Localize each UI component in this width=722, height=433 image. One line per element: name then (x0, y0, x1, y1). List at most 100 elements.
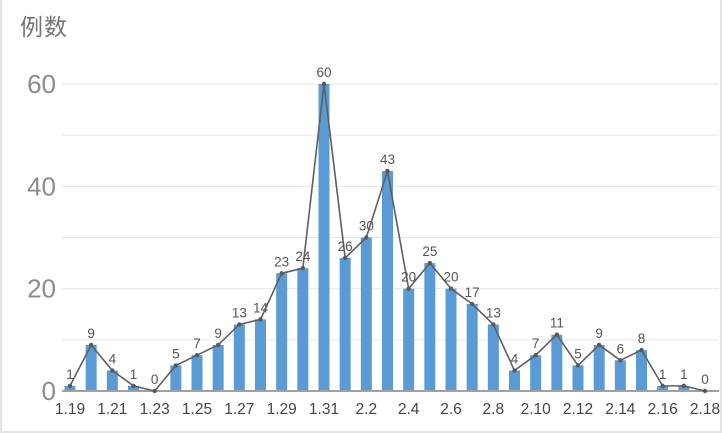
bar (106, 370, 118, 391)
bar (297, 268, 309, 391)
data-point-marker (258, 317, 263, 322)
data-label: 13 (232, 305, 247, 320)
x-axis-tick-label: 2.16 (648, 401, 678, 418)
data-label: 9 (595, 326, 603, 341)
x-axis-tick-label: 2.4 (398, 401, 420, 418)
data-point-marker (639, 347, 644, 353)
data-point-marker (618, 358, 623, 363)
data-label: 25 (422, 244, 437, 259)
bar (233, 324, 245, 391)
bar (551, 334, 563, 391)
data-label: 43 (380, 152, 395, 167)
bar (170, 365, 182, 391)
x-axis-tick-label: 2.8 (483, 401, 505, 418)
bar (636, 350, 647, 391)
bar (530, 355, 542, 391)
bar (318, 84, 330, 391)
data-label: 4 (511, 352, 519, 367)
data-label: 9 (87, 326, 95, 341)
x-axis-tick-label: 2.12 (563, 401, 593, 418)
data-point-marker (131, 383, 136, 389)
data-label: 1 (66, 367, 74, 382)
x-axis-tick-label: 2.14 (605, 401, 636, 418)
data-label: 30 (359, 219, 374, 234)
data-label: 13 (486, 305, 501, 320)
data-point-marker (110, 368, 115, 373)
x-axis-tick-label: 1.23 (140, 401, 170, 418)
data-point-marker (491, 322, 496, 327)
data-label: 23 (274, 254, 289, 269)
x-axis-tick-label: 1.27 (224, 401, 254, 418)
bar (191, 355, 203, 391)
bar (657, 385, 669, 391)
bar (85, 344, 97, 391)
data-label: 9 (214, 326, 222, 341)
data-point-marker (67, 383, 73, 389)
bar (445, 288, 457, 391)
data-label: 5 (574, 346, 582, 361)
data-label: 4 (109, 352, 117, 367)
data-label: 7 (532, 336, 540, 351)
data-label: 1 (659, 367, 667, 382)
data-label: 11 (550, 316, 564, 331)
x-axis-tick-label: 1.25 (182, 401, 212, 418)
x-axis-tick-label: 2.2 (356, 401, 378, 418)
bar (678, 385, 690, 391)
bar (64, 385, 76, 391)
data-point-marker (321, 81, 327, 87)
data-label: 6 (617, 341, 625, 356)
y-axis-tick-label: 0 (42, 376, 56, 406)
data-point-marker (512, 368, 517, 373)
data-label: 5 (172, 346, 180, 361)
bar (487, 324, 499, 391)
data-label: 1 (130, 367, 138, 382)
data-point-marker (469, 301, 475, 307)
data-point-marker (681, 383, 687, 389)
data-point-marker (173, 363, 179, 368)
y-axis-tick-label: 60 (27, 69, 56, 99)
bar (360, 237, 372, 391)
x-axis-tick-label: 1.29 (267, 401, 297, 418)
data-point-marker (300, 266, 306, 271)
x-axis-tick-label: 2.10 (521, 401, 552, 418)
data-point-marker (554, 332, 560, 337)
data-label: 8 (638, 331, 646, 346)
bar (593, 344, 605, 391)
bar (572, 365, 584, 391)
bar (466, 304, 478, 391)
bar (255, 319, 266, 391)
data-label: 17 (465, 285, 480, 300)
data-point-marker (385, 168, 390, 174)
data-label: 26 (338, 239, 353, 254)
bar (509, 370, 520, 391)
data-point-marker (660, 383, 665, 389)
x-axis-tick-label: 1.21 (97, 401, 127, 418)
data-point-marker (406, 286, 411, 291)
data-label: 7 (193, 336, 201, 351)
data-point-marker (575, 363, 581, 368)
data-point-marker (533, 352, 538, 358)
data-point-marker (427, 260, 433, 266)
x-axis-tick-label: 1.19 (55, 401, 85, 418)
y-axis-tick-label: 20 (27, 274, 56, 304)
data-label: 24 (295, 249, 311, 264)
data-label: 20 (443, 270, 458, 285)
data-point-marker (596, 342, 602, 348)
bar (403, 288, 415, 391)
data-point-marker (194, 352, 200, 358)
data-point-marker (448, 286, 454, 291)
bar (424, 263, 436, 391)
data-point-marker (215, 342, 221, 348)
x-axis-tick-label: 1.31 (309, 401, 339, 418)
bar (382, 170, 393, 391)
data-label: 20 (401, 270, 416, 285)
y-axis-tick-label: 40 (27, 171, 56, 201)
bar (614, 360, 626, 391)
data-point-marker (702, 388, 708, 394)
data-label: 0 (151, 372, 159, 387)
data-label: 0 (701, 372, 709, 387)
data-label: 14 (253, 300, 269, 315)
data-point-marker (152, 388, 157, 394)
